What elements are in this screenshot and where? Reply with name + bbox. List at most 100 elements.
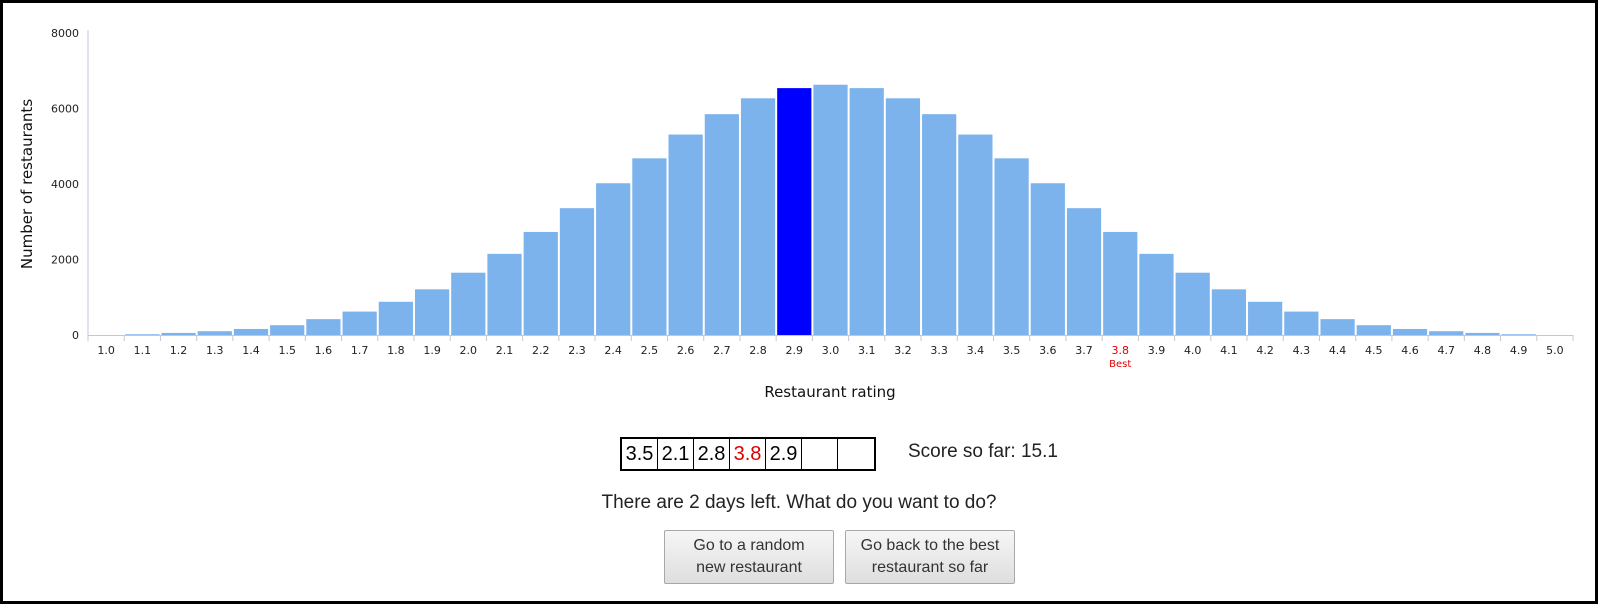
x-tick-label: 3.5 [1003, 344, 1021, 357]
x-tick-label: 3.4 [967, 344, 985, 357]
bar [523, 231, 558, 335]
bar [161, 332, 196, 335]
bar [1175, 272, 1210, 335]
bar [306, 319, 341, 335]
x-tick-label: 2.4 [604, 344, 622, 357]
bar [1066, 208, 1102, 335]
best-restaurant-button[interactable]: Go back to the best restaurant so far [845, 530, 1015, 584]
rating-history: 3.5 2.1 2.8 3.8 2.9 [620, 437, 876, 471]
x-tick-label: 3.2 [894, 344, 912, 357]
bar [1284, 311, 1319, 335]
x-tick-label: 3.7 [1075, 344, 1093, 357]
x-tick-label: 1.3 [206, 344, 224, 357]
x-tick-label: 2.2 [532, 344, 550, 357]
x-tick-label: 2.1 [496, 344, 514, 357]
bar [378, 301, 413, 335]
x-tick-label: 2.9 [786, 344, 804, 357]
history-cell-best: 3.8 [730, 439, 766, 469]
bar [596, 183, 631, 335]
history-cell [838, 439, 874, 469]
y-tick-label: 4000 [51, 178, 79, 191]
bar [813, 84, 848, 335]
bar [451, 272, 486, 335]
bar [885, 98, 921, 336]
x-tick-label: 4.5 [1365, 344, 1383, 357]
days-left-question: There are 2 days left. What do you want … [601, 492, 997, 513]
bar [233, 328, 269, 335]
x-tick-label: 4.3 [1293, 344, 1311, 357]
x-tick-label: 1.7 [351, 344, 369, 357]
y-tick-label: 0 [72, 329, 79, 342]
x-tick-label: 3.0 [822, 344, 840, 357]
x-tick-label: 2.7 [713, 344, 731, 357]
bar [704, 114, 739, 335]
y-tick-label: 8000 [51, 27, 79, 40]
history-cell: 2.8 [694, 439, 730, 469]
score-text: Score so far: 15.1 [908, 441, 1058, 462]
x-tick-label: 2.8 [749, 344, 767, 357]
bar [1139, 253, 1174, 335]
x-tick-label: 4.8 [1474, 344, 1492, 357]
best-marker-label: Best [1109, 359, 1131, 370]
bar [1429, 331, 1464, 335]
x-tick-label: 4.1 [1220, 344, 1238, 357]
bar [487, 253, 522, 335]
y-tick-label: 6000 [51, 103, 79, 116]
x-tick-label: 5.0 [1546, 344, 1564, 357]
bar [414, 289, 450, 335]
x-tick-label: 1.4 [242, 344, 260, 357]
x-tick-label: 2.6 [677, 344, 695, 357]
x-tick-label: 4.4 [1329, 344, 1347, 357]
history-cell: 3.5 [622, 439, 658, 469]
bar [559, 208, 595, 335]
x-axis-title: Restaurant rating [764, 383, 895, 401]
y-tick-label: 2000 [51, 254, 79, 267]
x-tick-label: 3.9 [1148, 344, 1166, 357]
x-tick-label: 4.7 [1437, 344, 1455, 357]
x-tick-label: 1.2 [170, 344, 188, 357]
bar [1030, 183, 1065, 335]
x-tick-label: 3.3 [930, 344, 948, 357]
random-restaurant-button[interactable]: Go to a random new restaurant [664, 530, 834, 584]
x-tick-label: 4.6 [1401, 344, 1419, 357]
x-tick-label: 2.3 [568, 344, 586, 357]
x-tick-label: 1.6 [315, 344, 333, 357]
history-cell: 2.1 [658, 439, 694, 469]
bar [849, 88, 884, 336]
bar [125, 334, 160, 335]
bar [1392, 328, 1428, 335]
x-tick-label-best: 3.8 [1112, 344, 1130, 357]
bar [740, 98, 776, 336]
y-axis-title: Number of restaurants [18, 99, 36, 269]
bar [270, 325, 305, 335]
x-tick-label: 3.6 [1039, 344, 1057, 357]
history-cell [802, 439, 838, 469]
history-cell: 2.9 [766, 439, 802, 469]
bar [1320, 319, 1355, 335]
bar [994, 158, 1029, 335]
bar [668, 134, 703, 335]
bar [342, 311, 377, 335]
x-tick-label: 1.1 [134, 344, 152, 357]
x-tick-label: 1.0 [97, 344, 115, 357]
x-tick-label: 1.5 [278, 344, 296, 357]
x-tick-label: 4.9 [1510, 344, 1528, 357]
bar [922, 114, 957, 335]
bar [1103, 231, 1138, 335]
bar [632, 158, 667, 335]
x-tick-label: 4.0 [1184, 344, 1202, 357]
x-tick-label: 4.2 [1256, 344, 1274, 357]
bar [1248, 301, 1283, 335]
x-tick-label: 2.5 [641, 344, 659, 357]
bar [958, 134, 993, 335]
bar [1356, 325, 1391, 335]
bar [197, 331, 232, 335]
bar [1465, 332, 1500, 335]
bar [1211, 289, 1247, 335]
x-tick-label: 2.0 [460, 344, 478, 357]
x-tick-label: 3.1 [858, 344, 876, 357]
bar [1501, 334, 1536, 335]
rating-histogram: 0 2000 4000 6000 8000 1.0 1.1 1.2 1.3 1.4 1.5 1.6 1.… [18, 27, 1574, 401]
x-tick-label: 1.8 [387, 344, 405, 357]
